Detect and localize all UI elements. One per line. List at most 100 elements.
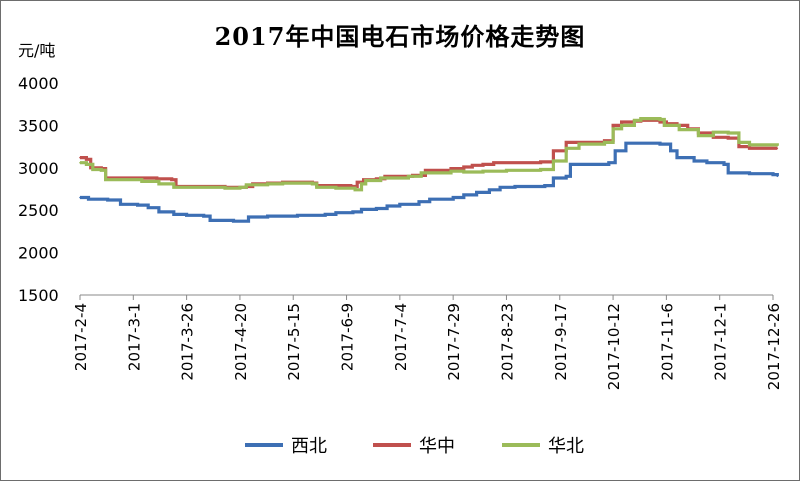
data-point: [247, 216, 250, 218]
data-point: [352, 211, 354, 213]
data-point: [482, 163, 484, 166]
data-point: [239, 186, 241, 189]
data-point: [79, 196, 81, 199]
data-point: [420, 172, 423, 174]
x-tick-label: 2017-8-23: [498, 303, 516, 381]
data-point: [364, 179, 367, 182]
data-point: [450, 167, 452, 170]
legend-label: 华中: [419, 436, 455, 457]
data-point: [136, 204, 139, 206]
data-point: [85, 158, 88, 161]
data-point: [173, 213, 175, 216]
data-point: [362, 178, 365, 181]
x-tick-label: 2017-7-4: [392, 303, 410, 371]
data-point: [463, 166, 465, 168]
x-tick-label: 2017-10-12: [605, 303, 623, 390]
data-point: [471, 164, 474, 167]
data-point: [569, 163, 572, 166]
y-tick-label: 3000: [18, 159, 59, 178]
data-point: [723, 163, 725, 166]
data-point: [85, 163, 88, 166]
x-tick-label: 2017-4-20: [232, 303, 250, 381]
data-point: [738, 145, 740, 148]
data-point: [776, 147, 779, 150]
data-point: [578, 143, 580, 145]
data-point: [505, 169, 508, 172]
data-point: [482, 170, 484, 172]
legend-label: 华北: [548, 436, 584, 457]
data-point: [202, 215, 205, 217]
x-tick-label: 2017-9-17: [552, 303, 570, 381]
data-point: [669, 150, 672, 152]
data-point: [612, 124, 614, 127]
chart-legend: 西北 华中 华北: [0, 432, 800, 457]
data-point: [173, 186, 175, 189]
data-point: [450, 170, 452, 172]
data-point: [612, 128, 614, 130]
data-point: [354, 189, 356, 191]
data-point: [296, 214, 299, 217]
data-point: [418, 200, 420, 203]
data-point: [424, 169, 427, 172]
data-point: [748, 147, 751, 150]
data-point: [463, 171, 465, 173]
data-point: [552, 177, 555, 179]
data-point: [620, 124, 623, 127]
data-point: [552, 160, 555, 162]
data-point: [727, 137, 729, 139]
data-point: [360, 183, 363, 185]
data-point: [640, 117, 642, 120]
data-point: [620, 121, 623, 123]
data-point: [87, 198, 90, 200]
data-point: [156, 178, 158, 180]
data-point: [727, 132, 729, 134]
x-tick-label: 2017-3-26: [179, 303, 197, 381]
data-point: [119, 203, 122, 206]
series-line-1: [80, 118, 778, 189]
data-point: [356, 181, 359, 183]
data-point: [141, 180, 143, 183]
data-point: [697, 134, 700, 137]
data-point: [335, 211, 337, 214]
data-point: [663, 124, 666, 127]
data-point: [539, 168, 542, 171]
data-point: [693, 160, 695, 162]
data-point: [399, 203, 401, 206]
data-point: [335, 187, 337, 189]
legend-swatch: [502, 443, 540, 447]
data-point: [407, 175, 410, 178]
x-tick-label: 2017-3-1: [125, 303, 143, 371]
data-point: [185, 214, 188, 217]
data-point: [386, 205, 388, 207]
data-point: [463, 194, 465, 196]
data-point: [614, 150, 616, 152]
data-point: [499, 186, 501, 189]
data-point: [360, 208, 363, 211]
data-point: [452, 196, 455, 199]
data-point: [170, 178, 173, 181]
x-tick-label: 2017-12-1: [712, 303, 730, 381]
data-point: [492, 161, 495, 164]
chart-plot: 1500 2000 2500 3000 3500 4000 2017-2-4 2017-3-1…: [18, 74, 783, 390]
data-point: [224, 187, 226, 189]
data-point: [311, 183, 314, 185]
data-point: [727, 172, 729, 174]
data-point: [379, 177, 382, 179]
data-point: [79, 161, 81, 164]
data-point: [488, 189, 491, 191]
y-tick-label: 2500: [18, 201, 59, 220]
legend-swatch: [373, 443, 411, 447]
y-axis-unit-label: 元/吨: [18, 41, 56, 60]
y-tick-label: 1500: [18, 286, 59, 305]
x-tick-label: 2017-5-15: [285, 303, 303, 381]
data-point: [776, 175, 779, 178]
data-point: [158, 211, 160, 213]
y-tick-label: 4000: [18, 74, 59, 93]
data-point: [475, 191, 478, 194]
data-point: [659, 118, 661, 121]
data-point: [89, 167, 92, 169]
data-point: [633, 119, 636, 122]
data-point: [147, 206, 149, 209]
data-point: [678, 128, 680, 131]
data-point: [232, 220, 235, 222]
